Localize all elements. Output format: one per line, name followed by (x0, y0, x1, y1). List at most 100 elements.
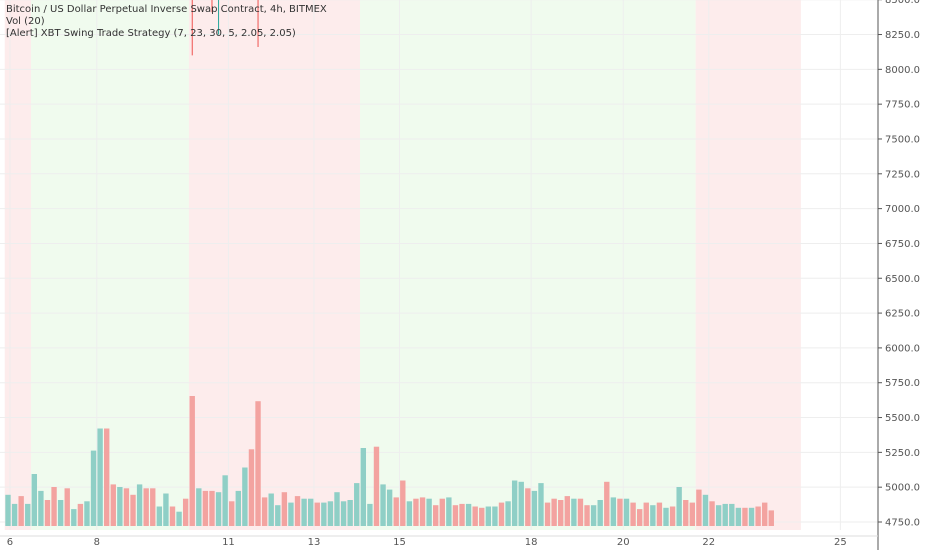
volume-bar (202, 490, 209, 526)
chart-title: Bitcoin / US Dollar Perpetual Inverse Sw… (6, 4, 327, 15)
time-axis-tick-label: 22 (702, 537, 715, 548)
volume-bar (307, 498, 314, 526)
volume-bar (169, 506, 176, 526)
volume-bar (261, 497, 268, 526)
price-axis-tick-label: 6000.0 (885, 343, 920, 354)
volume-bar (590, 505, 597, 526)
volume-bar (386, 489, 393, 526)
volume-bar (255, 401, 261, 526)
volume-bar (525, 488, 531, 526)
background-region-long (31, 0, 189, 530)
volume-bar (571, 498, 577, 526)
time-axis-tick-label: 18 (525, 537, 538, 548)
volume-bar (669, 506, 676, 526)
volume-bar (696, 489, 702, 526)
time-axis-tick-label: 11 (222, 537, 235, 548)
volume-bar (597, 500, 603, 526)
price-axis-tick-label: 8500.0 (885, 0, 920, 6)
volume-bar (314, 502, 320, 526)
volume-bar (51, 487, 57, 526)
volume-bar (722, 503, 728, 526)
time-axis-tick-label: 25 (834, 537, 847, 548)
volume-indicator-label[interactable]: Vol (20) (6, 16, 45, 27)
volume-bar (242, 467, 248, 526)
volume-bar (123, 488, 130, 526)
volume-bar (617, 498, 623, 526)
volume-bar (143, 488, 149, 526)
volume-bar (229, 501, 235, 526)
time-axis-tick-label: 15 (393, 537, 406, 548)
background-region-long (360, 0, 696, 530)
strategy-indicator-label[interactable]: [Alert] XBT Swing Trade Strategy (7, 23,… (6, 28, 296, 39)
volume-bar (531, 490, 538, 526)
volume-bar (25, 503, 31, 526)
volume-bar (281, 492, 288, 526)
volume-bar (650, 505, 656, 526)
volume-bar (215, 492, 222, 526)
volume-bar (57, 500, 64, 526)
volume-bar (492, 506, 498, 526)
volume-bar (406, 501, 413, 526)
volume-bar (683, 500, 689, 526)
volume-bar (643, 502, 649, 526)
volume-bar (400, 480, 406, 526)
volume-bar (367, 503, 373, 526)
volume-bar (577, 498, 584, 526)
volume-bar (479, 507, 485, 526)
price-axis-tick-label: 7750.0 (885, 100, 920, 111)
volume-bar (709, 501, 715, 526)
volume-bar (163, 493, 169, 526)
volume-bar (636, 509, 643, 526)
volume-bar (472, 506, 478, 526)
volume-bar (373, 446, 380, 526)
volume-bar (498, 502, 505, 526)
volume-bar (196, 488, 202, 526)
volume-bar (11, 503, 18, 526)
volume-bar (768, 510, 774, 526)
time-axis-tick-label: 8 (94, 537, 100, 548)
volume-bar (327, 501, 334, 526)
volume-bar (90, 450, 97, 526)
volume-bar (715, 505, 722, 526)
volume-bar (663, 507, 669, 526)
volume-bar (742, 507, 748, 526)
background-region-short (4, 0, 32, 530)
volume-bar (182, 498, 189, 526)
volume-bar (31, 474, 38, 526)
volume-bar (275, 505, 281, 526)
volume-bar (630, 502, 636, 526)
volume-bar (558, 500, 564, 526)
volume-bar (110, 484, 116, 526)
volume-bar (689, 502, 696, 526)
volume-bar (334, 492, 340, 526)
price-axis-tick-label: 6500.0 (885, 274, 920, 285)
volume-bar (150, 488, 156, 526)
volume-bar (459, 503, 465, 526)
volume-bar (117, 487, 123, 526)
volume-bar (426, 498, 432, 526)
volume-bar (235, 490, 241, 526)
price-axis-tick-label: 7250.0 (885, 169, 920, 180)
price-axis-tick-label: 8000.0 (885, 65, 920, 76)
volume-bar (735, 507, 742, 526)
background-region-short (695, 0, 801, 530)
volume-bar (433, 505, 439, 526)
volume-bar (248, 449, 255, 526)
price-axis-tick-label: 6750.0 (885, 239, 920, 250)
volume-bar (44, 500, 51, 526)
volume-bar (446, 497, 452, 526)
price-axis-tick-label: 4750.0 (885, 518, 920, 529)
volume-bar (5, 494, 11, 526)
background-region-short (188, 0, 361, 530)
volume-bar (340, 501, 347, 526)
volume-bar (288, 502, 294, 526)
volume-bar (505, 501, 511, 526)
price-axis-tick-label: 5500.0 (885, 413, 920, 424)
price-axis-tick-label: 6250.0 (885, 309, 920, 320)
volume-bar (564, 496, 570, 526)
time-axis-tick-label: 6 (7, 537, 13, 548)
price-axis-tick-label: 5000.0 (885, 483, 920, 494)
volume-bar (222, 475, 228, 526)
